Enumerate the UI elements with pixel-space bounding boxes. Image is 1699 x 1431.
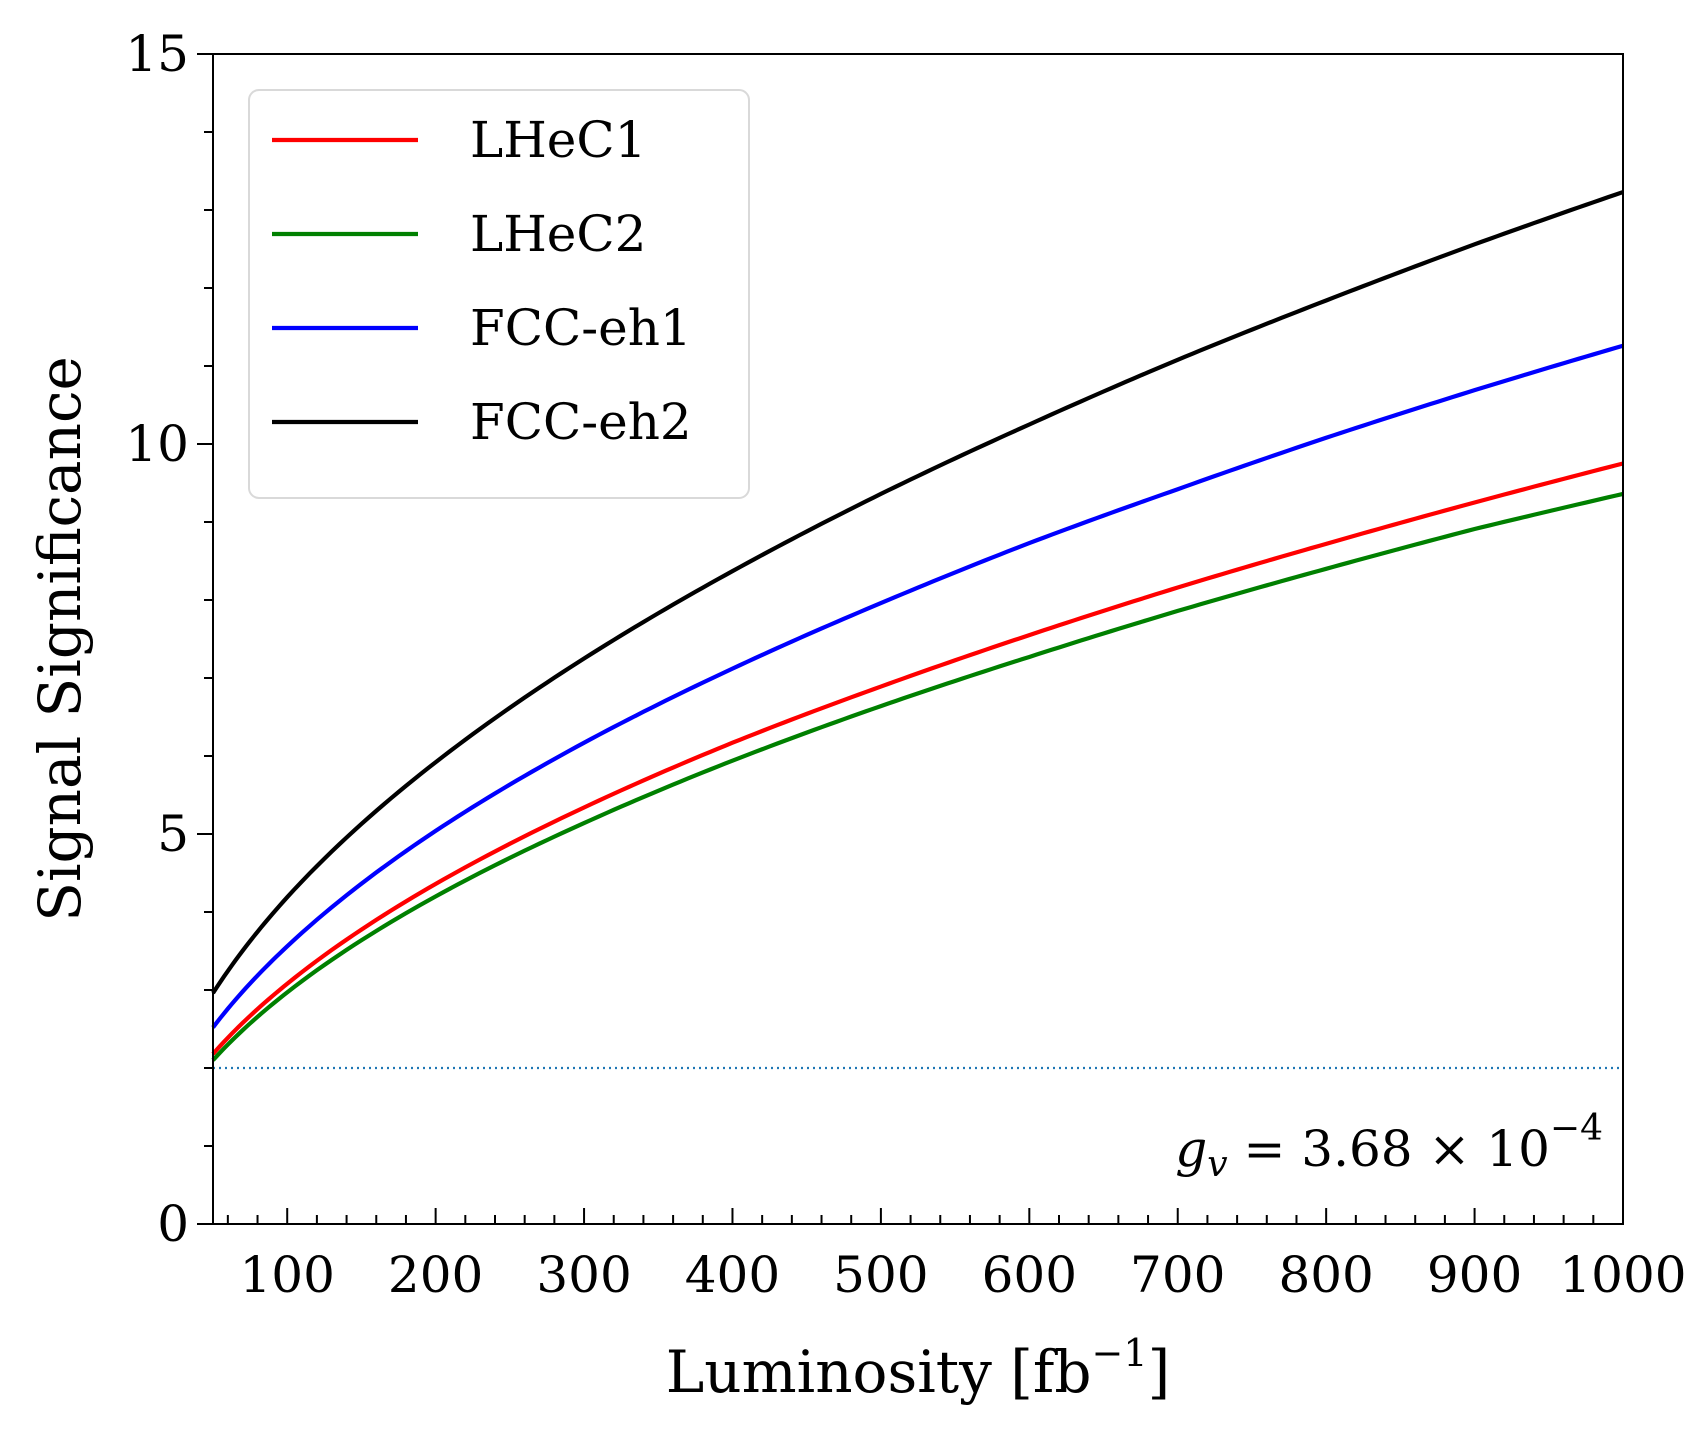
ticks-layer [197, 53, 1624, 1225]
x-tick-label: 100 [239, 1246, 334, 1304]
y-tick-label: 15 [125, 25, 189, 83]
annotation-value: = 3.68 × 10 [1228, 1120, 1550, 1178]
parameter-annotation: gv = 3.68 × 10−4 [1175, 1108, 1603, 1185]
y-tick-label: 0 [157, 1195, 189, 1253]
x-tick-label: 200 [388, 1246, 483, 1304]
x-axis-title-exponent: −1 [1092, 1331, 1148, 1375]
plot-frame [212, 53, 1624, 1225]
series-layer [211, 190, 1624, 1062]
legend-label-lhec1: LHeC1 [470, 111, 646, 169]
tick-labels-layer: 100 200 300 400 500 600 700 800 900 1000 0 5 10 15 [125, 25, 1686, 1304]
annotation-subscript: v [1207, 1144, 1227, 1185]
x-tick-label: 900 [1427, 1246, 1522, 1304]
y-tick-label: 10 [125, 415, 189, 473]
annotation-symbol: g [1175, 1120, 1207, 1178]
annotation-exponent: −4 [1550, 1108, 1603, 1149]
x-tick-label: 800 [1278, 1246, 1373, 1304]
x-tick-label: 600 [982, 1246, 1077, 1304]
x-axis-title: Luminosity [fb−1] [666, 1331, 1170, 1406]
legend-label-fcc-eh2: FCC-eh2 [470, 393, 692, 451]
series-line-fcc-eh2 [211, 190, 1624, 995]
x-tick-label: 400 [685, 1246, 780, 1304]
x-axis-title-main: Luminosity [fb [666, 1338, 1092, 1406]
x-tick-label: 1000 [1559, 1246, 1686, 1304]
series-line-lhec2 [211, 491, 1624, 1062]
legend-entries: LHeC1 LHeC2 FCC-eh1 FCC-eh2 [272, 111, 692, 451]
legend: LHeC1 LHeC2 FCC-eh1 FCC-eh2 [248, 89, 750, 499]
x-tick-label: 500 [833, 1246, 928, 1304]
series-line-fcc-eh1 [211, 343, 1624, 1029]
x-tick-label: 700 [1130, 1246, 1225, 1304]
x-axis-title-close: ] [1148, 1338, 1171, 1406]
x-tick-label: 300 [536, 1246, 631, 1304]
series-line-lhec1 [211, 461, 1624, 1056]
legend-label-fcc-eh1: FCC-eh1 [470, 299, 692, 357]
y-tick-label: 5 [157, 805, 189, 863]
legend-label-lhec2: LHeC2 [470, 205, 646, 263]
y-axis-title: Signal Significance [26, 356, 94, 922]
legend-box [248, 89, 750, 499]
